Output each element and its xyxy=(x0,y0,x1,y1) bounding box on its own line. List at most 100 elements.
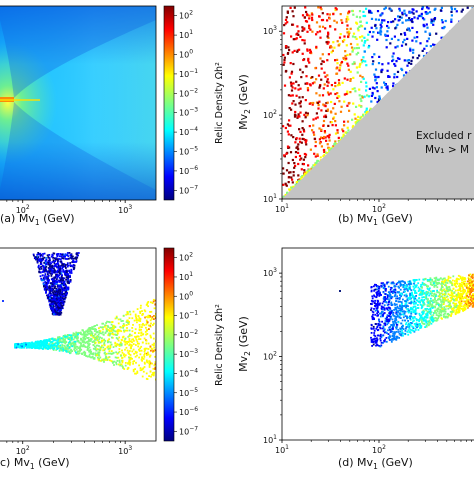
scatter-point xyxy=(332,50,334,52)
scatter-point xyxy=(394,18,396,20)
scatter-point xyxy=(59,272,61,274)
scatter-point xyxy=(119,365,121,367)
scatter-point xyxy=(349,53,351,55)
scatter-point xyxy=(102,359,104,361)
scatter-point xyxy=(140,353,142,355)
scatter-point xyxy=(98,342,100,344)
scatter-point xyxy=(48,286,50,288)
scatter-point xyxy=(305,20,307,22)
scatter-point xyxy=(401,69,403,71)
scatter-point xyxy=(74,261,76,263)
scatter-point xyxy=(346,16,348,18)
scatter-point xyxy=(55,306,57,308)
scatter-point xyxy=(49,271,51,273)
scatter-point xyxy=(150,301,152,303)
scatter-point xyxy=(387,298,389,300)
scatter-point xyxy=(288,176,290,178)
scatter-point xyxy=(138,357,140,359)
scatter-point xyxy=(134,332,136,334)
scatter-point xyxy=(288,188,290,190)
scatter-point xyxy=(109,332,111,334)
scatter-point xyxy=(412,330,414,332)
scatter-point xyxy=(107,359,109,361)
scatter-point xyxy=(51,289,53,291)
scatter-point xyxy=(412,49,414,51)
scatter-point xyxy=(376,39,378,41)
scatter-point xyxy=(461,11,463,13)
scatter-point xyxy=(101,345,103,347)
colorbar-a-label: Relic Density Ωh² xyxy=(214,62,225,144)
scatter-point xyxy=(77,339,79,341)
scatter-point xyxy=(130,347,132,349)
scatter-point xyxy=(152,350,154,352)
scatter-point xyxy=(137,308,139,310)
scatter-point xyxy=(132,338,134,340)
scatter-point xyxy=(359,10,361,12)
scatter-point xyxy=(104,344,106,346)
scatter-point xyxy=(355,106,357,108)
scatter-point xyxy=(352,77,354,79)
scatter-point xyxy=(64,336,66,338)
scatter-point xyxy=(33,255,35,257)
scatter-point xyxy=(335,124,337,126)
scatter-point xyxy=(320,109,322,111)
scatter-point xyxy=(359,64,361,66)
scatter-point xyxy=(369,31,371,33)
scatter-point xyxy=(403,39,405,41)
scatter-point xyxy=(46,284,48,286)
scatter-point xyxy=(409,12,411,14)
scatter-point xyxy=(334,28,336,30)
colorbar-c-label: Relic Density Ωh² xyxy=(214,304,225,386)
y-axis-label-b: Mv2 (GeV) xyxy=(237,74,252,130)
scatter-point xyxy=(71,345,73,347)
scatter-point xyxy=(374,25,376,27)
scatter-point xyxy=(121,350,123,352)
scatter-point xyxy=(36,342,38,344)
scatter-point xyxy=(153,343,155,345)
scatter-point xyxy=(416,36,418,38)
scatter-point xyxy=(45,257,47,259)
scatter-point xyxy=(360,100,362,102)
scatter-point xyxy=(117,331,119,333)
scatter-point xyxy=(391,338,393,340)
scatter-point xyxy=(287,146,289,148)
scatter-point xyxy=(148,328,150,330)
scatter-point xyxy=(47,276,49,278)
scatter-point xyxy=(45,266,47,268)
scatter-point xyxy=(406,38,408,40)
scatter-point xyxy=(371,18,373,20)
scatter-point xyxy=(143,358,145,360)
scatter-point xyxy=(443,282,445,284)
scatter-point xyxy=(376,82,378,84)
scatter-point xyxy=(35,256,37,258)
scatter-point xyxy=(113,325,115,327)
scatter-point xyxy=(283,154,285,156)
scatter-point xyxy=(302,120,304,122)
scatter-point xyxy=(101,337,103,339)
scatter-point xyxy=(335,73,337,75)
scatter-point xyxy=(97,345,99,347)
scatter-point xyxy=(141,332,143,334)
scatter-point xyxy=(146,330,148,332)
scatter-point xyxy=(25,344,27,346)
scatter-point xyxy=(53,344,55,346)
scatter-point xyxy=(342,57,344,59)
scatter-point xyxy=(421,8,423,10)
scatter-point xyxy=(62,263,64,265)
scatter-point xyxy=(64,266,66,268)
scatter-point xyxy=(292,94,294,96)
scatter-point xyxy=(101,340,103,342)
colorbar-tick-label: 10−2 xyxy=(179,329,198,340)
scatter-point xyxy=(430,45,432,47)
scatter-point xyxy=(291,187,293,189)
scatter-point xyxy=(378,95,380,97)
scatter-point xyxy=(378,32,380,34)
scatter-point xyxy=(323,149,325,151)
scatter-point xyxy=(416,31,418,33)
scatter-point xyxy=(153,347,155,349)
scatter-point xyxy=(73,267,75,269)
scatter-point xyxy=(154,307,156,309)
scatter-point xyxy=(142,376,144,378)
scatter-point xyxy=(287,53,289,55)
scatter-point xyxy=(54,294,56,296)
